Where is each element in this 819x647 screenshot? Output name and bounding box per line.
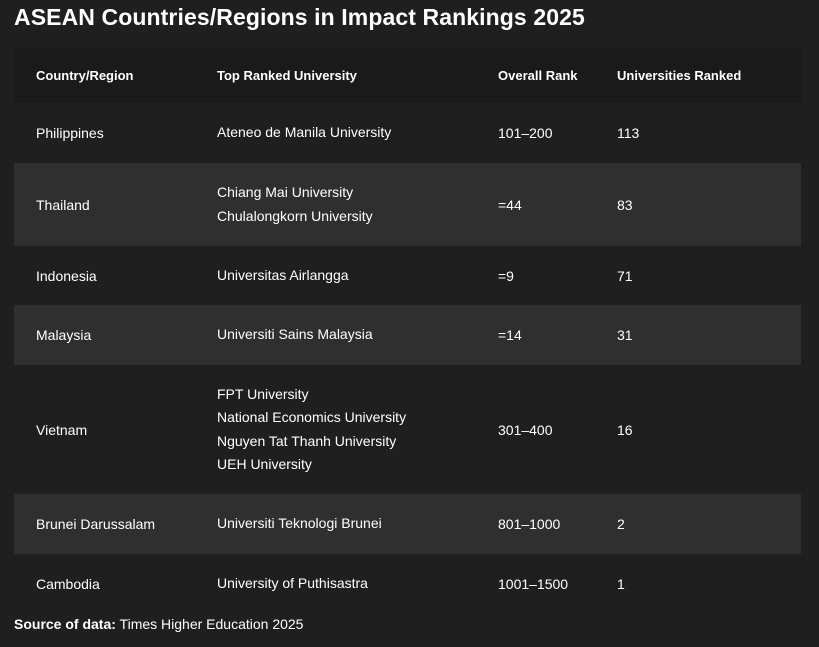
rank-cell: =44 <box>498 196 522 213</box>
university-cell: University of Puthisastra <box>195 572 476 596</box>
university-name: Universitas Airlangga <box>217 266 349 283</box>
table-row: Thailand Chiang Mai University Chulalong… <box>14 163 801 246</box>
table-row: Philippines Ateneo de Manila University … <box>14 103 801 163</box>
header-rank: Overall Rank <box>498 68 578 83</box>
university-name: Chulalongkorn University <box>217 207 373 224</box>
university-cell: FPT University National Economics Univer… <box>195 383 476 477</box>
table-row: Cambodia University of Puthisastra 1001–… <box>14 554 801 614</box>
university-name: Nguyen Tat Thanh University <box>217 432 397 449</box>
country-cell: Indonesia <box>36 267 97 284</box>
source-label: Source of data: <box>14 616 116 632</box>
rank-cell: 1001–1500 <box>498 576 569 592</box>
header-country: Country/Region <box>36 68 134 83</box>
university-cell: Chiang Mai University Chulalongkorn Univ… <box>195 181 476 228</box>
university-name: Chiang Mai University <box>217 184 354 200</box>
count-cell: 83 <box>617 196 633 213</box>
count-cell: 2 <box>617 516 625 532</box>
university-name: UEH University <box>217 456 312 472</box>
university-cell: Universitas Airlangga <box>195 264 476 288</box>
rank-cell: =14 <box>498 327 522 343</box>
university-name: Universiti Teknologi Brunei <box>217 515 382 532</box>
header-count: Universities Ranked <box>617 68 742 83</box>
rank-cell: 801–1000 <box>498 516 561 532</box>
university-name: Universiti Sains Malaysia <box>217 326 373 343</box>
university-name: FPT University <box>217 385 309 402</box>
table-row: Vietnam FPT University National Economic… <box>14 365 801 494</box>
university-name: University of Puthisastra <box>217 575 368 592</box>
page-title: ASEAN Countries/Regions in Impact Rankin… <box>14 4 585 30</box>
rank-cell: =9 <box>498 267 514 284</box>
country-cell: Cambodia <box>36 576 100 592</box>
header-university: Top Ranked University <box>217 68 357 83</box>
table-header: Country/Region Top Ranked University Ove… <box>14 48 801 103</box>
count-cell: 31 <box>617 327 633 343</box>
count-cell: 16 <box>617 421 633 438</box>
rankings-table: Country/Region Top Ranked University Ove… <box>14 48 801 614</box>
table-row: Indonesia Universitas Airlangga =9 71 <box>14 246 801 305</box>
table-row: Brunei Darussalam Universiti Teknologi B… <box>14 494 801 554</box>
count-cell: 1 <box>617 576 625 592</box>
table-row: Malaysia Universiti Sains Malaysia =14 3… <box>14 305 801 365</box>
count-cell: 113 <box>617 125 640 141</box>
country-cell: Thailand <box>36 196 90 213</box>
source-text: Times Higher Education 2025 <box>119 616 304 632</box>
university-cell: Universiti Sains Malaysia <box>195 323 476 347</box>
source-note: Source of data: Times Higher Education 2… <box>14 616 303 632</box>
country-cell: Malaysia <box>36 327 92 343</box>
rank-cell: 101–200 <box>498 125 553 141</box>
country-cell: Philippines <box>36 125 104 141</box>
university-name: Ateneo de Manila University <box>217 124 392 141</box>
country-cell: Vietnam <box>36 421 88 438</box>
rank-cell: 301–400 <box>498 421 553 438</box>
university-cell: Universiti Teknologi Brunei <box>195 512 476 536</box>
university-name: National Economics University <box>217 409 407 425</box>
country-cell: Brunei Darussalam <box>36 516 156 532</box>
university-cell: Ateneo de Manila University <box>195 121 476 145</box>
count-cell: 71 <box>617 267 633 284</box>
